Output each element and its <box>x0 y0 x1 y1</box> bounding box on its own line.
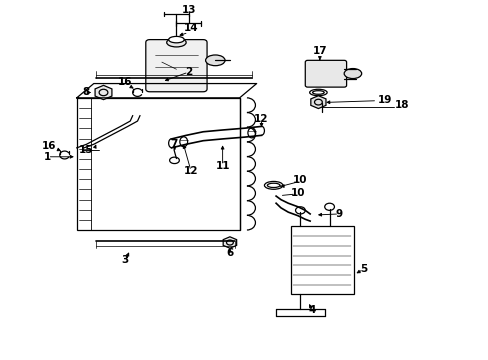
Text: 12: 12 <box>183 166 198 176</box>
Text: 4: 4 <box>308 305 316 315</box>
Text: 14: 14 <box>183 23 198 33</box>
Text: 1: 1 <box>44 152 51 162</box>
Text: 18: 18 <box>394 100 409 110</box>
Text: 3: 3 <box>122 255 129 265</box>
Text: 9: 9 <box>335 209 342 219</box>
Ellipse shape <box>344 68 361 78</box>
FancyBboxPatch shape <box>145 40 206 92</box>
Text: 2: 2 <box>184 67 192 77</box>
Text: 19: 19 <box>377 95 392 105</box>
Text: 13: 13 <box>181 5 195 15</box>
Ellipse shape <box>205 55 224 66</box>
Text: 7: 7 <box>170 139 177 149</box>
Bar <box>290 226 353 294</box>
FancyBboxPatch shape <box>305 60 346 87</box>
Text: 15: 15 <box>79 145 94 155</box>
Text: 6: 6 <box>226 248 233 258</box>
Text: 11: 11 <box>215 161 229 171</box>
Text: 8: 8 <box>82 87 90 98</box>
Ellipse shape <box>168 36 184 43</box>
Ellipse shape <box>166 38 186 47</box>
Text: 16: 16 <box>41 141 56 151</box>
Text: 10: 10 <box>290 188 305 198</box>
Text: 17: 17 <box>312 46 326 57</box>
Text: 5: 5 <box>359 264 366 274</box>
Text: 10: 10 <box>293 175 307 185</box>
Text: 12: 12 <box>254 114 268 124</box>
Text: 16: 16 <box>118 77 132 87</box>
Bar <box>77 98 239 230</box>
